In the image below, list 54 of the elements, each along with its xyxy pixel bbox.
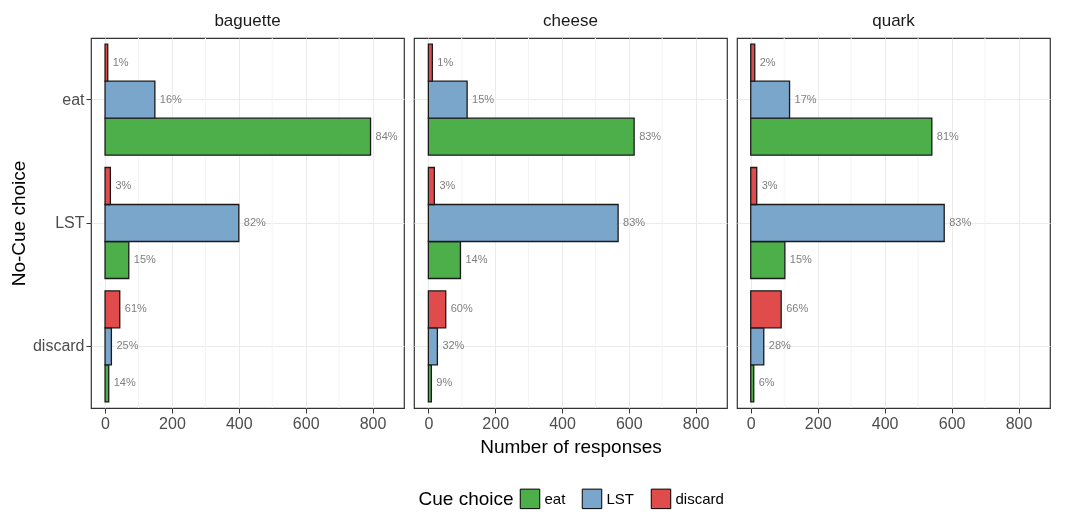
annotation: 15% — [472, 92, 495, 105]
x-tick-label: 200 — [482, 414, 510, 432]
x-tick-label: 0 — [746, 414, 756, 432]
annotation: 83% — [639, 129, 662, 142]
x-tick-label: 600 — [615, 414, 643, 432]
annotation: 6% — [758, 376, 775, 389]
chart-title: quark — [872, 10, 916, 30]
annotation: 84% — [375, 129, 398, 142]
annotation: 9% — [436, 376, 453, 389]
annotation: 3% — [761, 179, 778, 191]
x-tick-label: 800 — [682, 414, 710, 432]
x-tick-label: 200 — [159, 414, 186, 432]
x-tick-label: 800 — [1005, 414, 1033, 432]
y-axis-title: No-Cue choice — [7, 160, 29, 287]
annotation: 3% — [115, 179, 132, 191]
annotation: 28% — [768, 339, 792, 352]
annotation: 82% — [243, 216, 267, 228]
legend-label: eat — [544, 489, 567, 507]
x-tick-label: 400 — [549, 414, 576, 432]
y-tick-label: eat — [62, 90, 86, 108]
annotation: 15% — [789, 253, 813, 265]
x-tick-label: 400 — [871, 414, 899, 432]
annotation: 81% — [936, 129, 960, 142]
legend-title: Cue choice — [418, 488, 514, 509]
legend-label: LST — [606, 489, 635, 507]
x-tick-label: 0 — [101, 414, 111, 432]
annotation: 1% — [437, 55, 454, 68]
annotation: 2% — [759, 55, 776, 68]
annotation: 16% — [159, 92, 183, 105]
x-tick-label: 0 — [424, 414, 434, 432]
annotation: 61% — [124, 302, 147, 315]
x-tick-label: 600 — [938, 414, 966, 432]
annotation: 1% — [112, 55, 129, 68]
x-tick-label: 200 — [804, 414, 832, 432]
annotation: 25% — [116, 339, 139, 352]
x-axis-title: Number of responses — [480, 435, 662, 457]
annotation: 83% — [949, 216, 972, 228]
x-tick-label: 400 — [225, 414, 253, 432]
legend-label: discard — [675, 489, 724, 507]
annotation: 14% — [465, 253, 488, 265]
annotation: 83% — [623, 216, 646, 228]
y-tick-label: LST — [55, 214, 85, 231]
x-tick-label: 800 — [359, 414, 387, 432]
annotation: 15% — [133, 253, 157, 265]
chart-title: cheese — [543, 10, 598, 30]
chart-title: baguette — [214, 10, 281, 30]
annotation: 3% — [439, 179, 456, 191]
annotation: 17% — [794, 92, 817, 105]
annotation: 32% — [442, 339, 465, 352]
y-tick-label: discard — [32, 337, 85, 355]
annotation: 66% — [786, 302, 809, 315]
x-tick-label: 600 — [292, 414, 320, 432]
annotation: 14% — [113, 376, 136, 389]
annotation: 60% — [450, 302, 473, 315]
